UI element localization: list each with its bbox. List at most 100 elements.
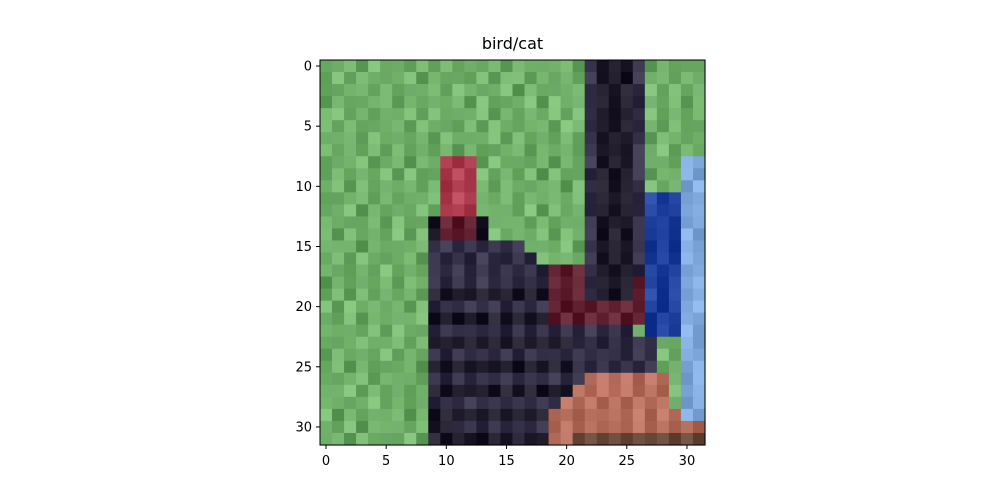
image-pixel [609,289,622,302]
image-pixel [392,144,405,157]
image-pixel [513,72,526,85]
image-pixel [669,385,682,398]
image-pixel [597,409,610,422]
image-pixel [332,289,345,302]
image-pixel [380,385,393,398]
image-pixel [392,265,405,278]
image-pixel [332,144,345,157]
image-pixel [645,265,658,278]
image-pixel [392,180,405,193]
image-pixel [681,433,694,446]
image-pixel [488,216,501,229]
image-pixel [392,361,405,374]
image-pixel [609,216,622,229]
image-pixel [452,228,465,241]
y-axis: 0 5 10 15 20 25 30 [295,60,320,436]
image-pixel [428,180,441,193]
image-pixel [525,180,538,193]
image-pixel [669,132,682,145]
image-pixel [476,301,489,314]
image-pixel [693,433,706,446]
image-pixel [513,228,526,241]
image-pixel [513,108,526,121]
image-pixel [356,192,369,205]
image-pixel [380,204,393,217]
image-pixel [525,337,538,350]
image-pixel [645,289,658,302]
image-pixel [404,156,417,169]
image-pixel [633,168,646,181]
image-pixel [561,337,574,350]
image-pixel [645,433,658,446]
image-pixel [549,373,562,386]
image-pixel [416,240,429,253]
image-pixel [332,361,345,374]
image-pixel [561,156,574,169]
image-pixel [356,240,369,253]
image-pixel [693,337,706,350]
image-pixel [549,192,562,205]
image-pixel [416,253,429,266]
image-pixel [476,409,489,422]
image-pixel [621,265,634,278]
image-pixel [500,301,513,314]
image-pixel [320,120,333,133]
image-pixel [573,361,586,374]
image-pixel [609,180,622,193]
image-pixel [452,72,465,85]
image-pixel [440,156,453,169]
image-pixel [657,277,670,290]
image-pixel [428,337,441,350]
image-pixel [597,301,610,314]
image-pixel [525,228,538,241]
image-pixel [344,72,357,85]
image-pixel [669,228,682,241]
image-pixel [320,325,333,338]
image-pixel [513,156,526,169]
image-pixel [621,433,634,446]
image-pixel [500,421,513,434]
image-pixel [513,421,526,434]
image-pixel [525,325,538,338]
image-pixel [380,72,393,85]
image-pixel [621,216,634,229]
image-pixel [428,397,441,410]
image-pixel [392,60,405,73]
image-pixel [609,361,622,374]
image-pixel [332,228,345,241]
image-pixel [537,132,550,145]
image-pixel [416,337,429,350]
image-pixel [669,120,682,133]
image-pixel [669,313,682,326]
image-pixel [549,313,562,326]
image-pixel [464,409,477,422]
y-tick-label: 5 [304,120,312,135]
image-pixel [368,192,381,205]
image-pixel [500,433,513,446]
image-pixel [561,168,574,181]
image-pixel [416,433,429,446]
image-pixel [380,289,393,302]
image-pixel [332,325,345,338]
image-pixel [488,409,501,422]
image-pixel [633,337,646,350]
image-pixel [561,132,574,145]
image-pixel [416,132,429,145]
image-pixel [597,108,610,121]
image-pixel [633,240,646,253]
image-pixel [344,96,357,109]
image-pixel [356,168,369,181]
image-pixel [356,204,369,217]
image-pixel [669,144,682,157]
image-pixel [573,409,586,422]
image-pixel [693,240,706,253]
image-pixel [549,144,562,157]
image-pixel [488,228,501,241]
image-pixel [513,277,526,290]
image-pixel [693,253,706,266]
image-pixel [476,385,489,398]
image-pixel [416,277,429,290]
image-pixel [356,421,369,434]
image-pixel [597,216,610,229]
image-pixel [428,433,441,446]
